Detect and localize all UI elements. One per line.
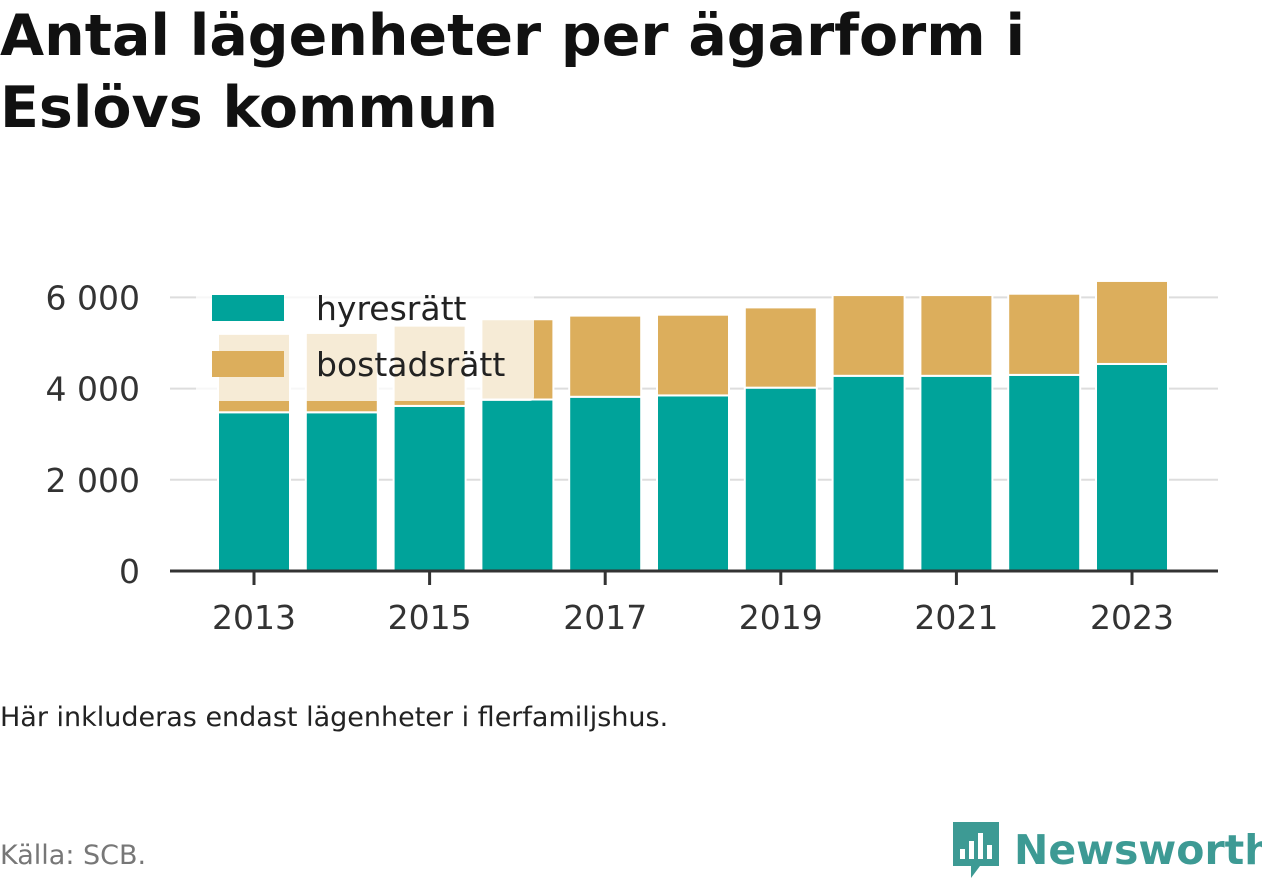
bar-hyresratt-2020 [831, 374, 906, 572]
bar-hyresratt-2018 [656, 394, 730, 572]
bar-bostadsratt-2020 [831, 294, 906, 377]
chart-note: Här inkluderas endast lägenheter i flerf… [0, 702, 669, 733]
x-tick-label: 2017 [563, 598, 647, 637]
bar-bostadsratt-2023 [1095, 279, 1169, 365]
bar-hyresratt-2022 [1007, 373, 1082, 573]
bar-hyresratt-2019 [743, 386, 818, 572]
bar-hyresratt-2017 [568, 395, 643, 572]
bar-bostadsratt-2021 [919, 294, 994, 377]
x-tick-label: 2019 [739, 598, 823, 637]
x-tick-label: 2015 [388, 598, 472, 637]
bar-hyresratt-2023 [1095, 362, 1169, 572]
brand-name: Newsworthy [1014, 826, 1262, 874]
bar-bostadsratt-2017 [568, 314, 643, 398]
y-tick-label: 6 000 [46, 278, 140, 317]
bar-hyresratt-2016 [480, 398, 555, 572]
legend-swatch-hyresratt [212, 295, 284, 321]
legend-label-hyresratt: hyresrätt [316, 289, 467, 328]
newsworthy-logo: Newsworthy [950, 818, 1262, 882]
chart-title: Antal lägenheter per ägarform i Eslövs k… [0, 3, 1026, 141]
y-tick-label: 4 000 [46, 370, 140, 409]
bar-hyresratt-2021 [919, 374, 994, 572]
bar-hyresratt-2013 [217, 411, 291, 573]
bar-hyresratt-2015 [392, 404, 467, 572]
bar-bostadsratt-2018 [656, 313, 730, 397]
chart-source: Källa: SCB. [0, 840, 147, 871]
newsworthy-chart-bubble-icon [953, 822, 999, 878]
bar-bostadsratt-2019 [743, 306, 818, 389]
x-tick-label: 2023 [1090, 598, 1174, 637]
legend-label-bostadsratt: bostadsrätt [316, 345, 505, 384]
x-tick-label: 2021 [914, 598, 998, 637]
y-tick-label: 2 000 [46, 461, 140, 500]
legend-swatch-bostadsratt [212, 351, 284, 377]
bar-bostadsratt-2022 [1007, 292, 1082, 376]
x-tick-label: 2013 [212, 598, 296, 637]
y-tick-label: 0 [119, 552, 140, 591]
bar-hyresratt-2014 [304, 411, 379, 573]
